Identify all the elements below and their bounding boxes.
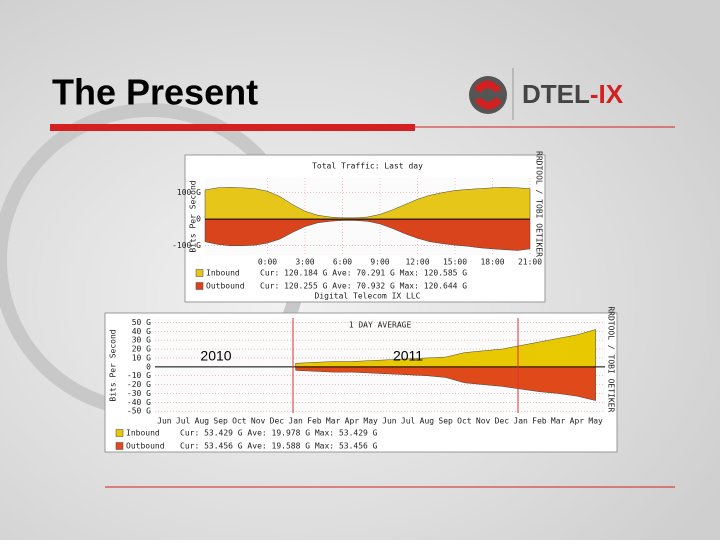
logo-main: DTEL (522, 79, 590, 109)
x-tick-label: Jul (401, 417, 416, 426)
x-tick-label: 6:00 (333, 258, 352, 267)
area (295, 329, 596, 368)
y-tick-label: -10 G (127, 371, 151, 380)
x-tick-label: Jun (157, 417, 172, 426)
legend-stats: Cur: 53.429 G Ave: 19.978 G Max: 53.429 … (180, 429, 378, 438)
x-tick-label: May (588, 417, 603, 426)
x-tick-label: Apr (570, 417, 585, 426)
y-tick-label: -40 G (127, 398, 151, 407)
x-tick-label: Aug (195, 417, 210, 426)
logo-swoosh (474, 97, 502, 110)
x-tick-label: Feb (307, 417, 322, 426)
x-tick-label: Jan (513, 417, 528, 426)
x-tick-label: 12:00 (405, 258, 429, 267)
legend-stats: Cur: 53.456 G Ave: 19.588 G Max: 53.456 … (180, 442, 378, 451)
y-tick-label: 30 G (132, 336, 151, 345)
y-tick-label: 40 G (132, 327, 151, 336)
legend-stats: Cur: 120.184 G Ave: 70.291 G Max: 120.58… (260, 269, 467, 278)
y-axis-label: Bits Per Second (189, 180, 198, 252)
x-tick-label: 3:00 (295, 258, 314, 267)
legend-stats: Cur: 120.255 G Ave: 70.932 G Max: 120.64… (260, 282, 467, 291)
area (204, 218, 531, 251)
x-tick-label: Nov (476, 417, 491, 426)
x-tick-label: Feb (532, 417, 547, 426)
charts: Total Traffic: Last day Bits Per Second RR… (104, 151, 618, 453)
chart: Total Traffic: Last day Bits Per Second RR… (172, 151, 546, 303)
area (295, 366, 596, 401)
legend-swatch (195, 282, 204, 290)
y-tick-label: -20 G (127, 380, 151, 389)
title-bar (50, 124, 415, 131)
y-tick-label: -50 G (127, 407, 151, 416)
x-tick-label: Dec (270, 417, 285, 426)
legend-swatch (115, 429, 124, 437)
slide-title: The Present (52, 72, 258, 113)
logo-swoosh (474, 80, 502, 93)
annotation: 2010 (200, 348, 231, 364)
y-axis-label: Bits Per Second (109, 329, 118, 401)
x-tick-label: Sep (438, 417, 453, 426)
x-tick-label: Oct (232, 417, 247, 426)
x-tick-label: 0:00 (258, 258, 277, 267)
x-tick-label: Jan (288, 417, 303, 426)
x-tick-label: Dec (495, 417, 510, 426)
x-tick-label: Jun (382, 417, 397, 426)
side-label: RRDTOOL / TOBI OETIKER (535, 151, 544, 257)
x-tick-label: 15:00 (443, 258, 467, 267)
logo: DTEL-IX (469, 68, 624, 120)
x-tick-label: 9:00 (370, 258, 389, 267)
legend-name: Inbound (126, 429, 160, 438)
x-tick-label: Sep (213, 417, 228, 426)
chart-title: 1 DAY AVERAGE (349, 321, 412, 330)
y-tick-label: 10 G (132, 353, 151, 362)
y-tick-label: 50 G (132, 318, 151, 327)
chart: 1 DAY AVERAGE Bits Per Second RRDTOOL / TO… (104, 306, 618, 453)
x-tick-label: 18:00 (480, 258, 504, 267)
logo-text: DTEL-IX (522, 79, 624, 109)
area (204, 187, 531, 220)
y-tick-label: -100 G (172, 241, 201, 250)
legend-name: Outbound (206, 282, 245, 291)
y-tick-label: 20 G (132, 345, 151, 354)
x-tick-label: Apr (345, 417, 360, 426)
logo-accent: -IX (590, 79, 624, 109)
x-tick-label: May (363, 417, 378, 426)
x-tick-label: Oct (457, 417, 472, 426)
x-tick-label: Aug (420, 417, 435, 426)
x-tick-label: 21:00 (518, 258, 542, 267)
legend-name: Inbound (206, 269, 240, 278)
x-tick-label: Mar (326, 417, 341, 426)
annotation: 2011 (393, 348, 423, 364)
chart-footer: Digital Telecom IX LLC (315, 292, 421, 301)
x-tick-label: Nov (251, 417, 266, 426)
legend-swatch (195, 269, 204, 277)
y-tick-label: 0 (146, 362, 151, 371)
y-tick-label: -30 G (127, 389, 151, 398)
x-tick-label: Jul (176, 417, 191, 426)
y-tick-label: 0 (196, 215, 201, 224)
side-label: RRDTOOL / TOBI OETIKER (607, 306, 616, 412)
x-tick-label: Mar (551, 417, 566, 426)
legend-name: Outbound (126, 442, 165, 451)
legend-swatch (115, 442, 124, 450)
y-tick-label: 100 G (177, 188, 201, 197)
chart-title: Total Traffic: Last day (312, 162, 423, 171)
